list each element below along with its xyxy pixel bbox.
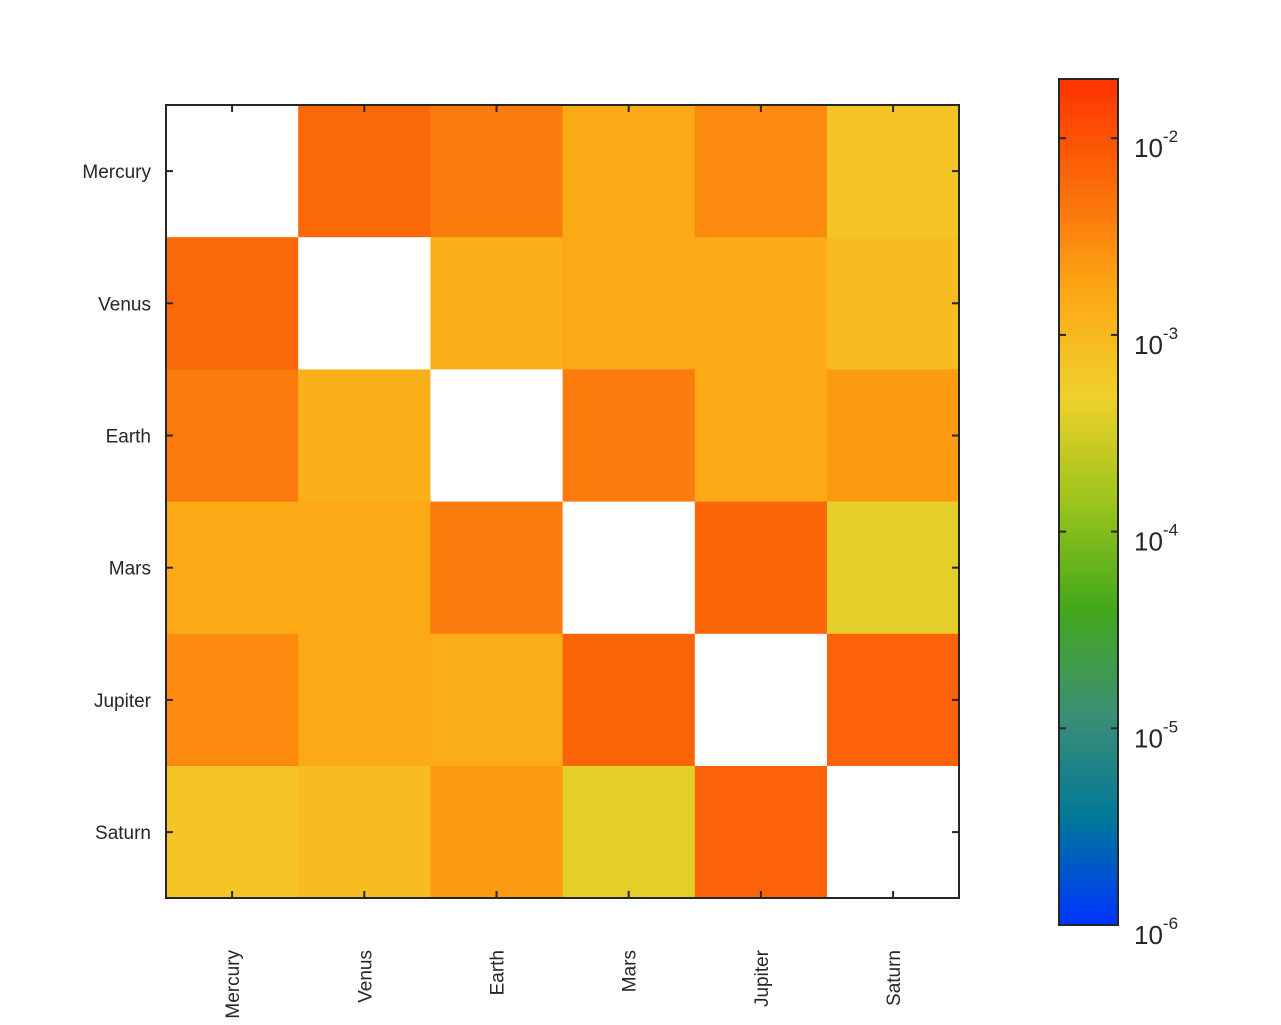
y-tick-label: Jupiter xyxy=(94,691,152,712)
heatmap-cell xyxy=(562,369,696,503)
heatmap-cell xyxy=(166,766,299,899)
heatmap-cell xyxy=(562,633,696,767)
heatmap-cells xyxy=(166,105,960,899)
heatmap-cell xyxy=(562,501,696,635)
heatmap-cell xyxy=(166,369,299,503)
heatmap-cell xyxy=(827,633,960,767)
heatmap-cell xyxy=(298,237,431,370)
heatmap-cell xyxy=(694,501,828,635)
y-tick-label: Venus xyxy=(98,294,151,315)
heatmap-cell xyxy=(166,633,299,767)
heatmap-cell xyxy=(827,237,960,370)
x-tick-label: Jupiter xyxy=(752,949,773,1007)
y-axis: Mercury Venus Earth Mars Jupiter Saturn xyxy=(82,162,959,844)
colorbar-frame xyxy=(1058,78,1119,926)
heatmap-cell xyxy=(430,105,564,238)
colorbar-tick-label: 10-6 xyxy=(1134,914,1178,950)
heatmap-cell xyxy=(694,369,828,503)
heatmap-cell xyxy=(562,105,696,238)
heatmap-cell xyxy=(562,237,696,370)
heatmap-cell xyxy=(430,237,564,370)
heatmap-cell xyxy=(694,237,828,370)
colorbar: 10-2 10-3 10-4 10-5 10-6 xyxy=(1058,78,1178,950)
x-tick-label: Mars xyxy=(620,950,641,992)
plot-frame xyxy=(165,104,960,899)
y-tick-label: Mars xyxy=(109,559,151,580)
heatmap-cell xyxy=(827,501,960,635)
heatmap-cell xyxy=(166,501,299,635)
colorbar-tick-label: 10-4 xyxy=(1134,521,1178,557)
colorbar-tick-label: 10-2 xyxy=(1134,127,1178,163)
heatmap-cell xyxy=(298,766,431,899)
heatmap-cell xyxy=(430,501,564,635)
heatmap-cell xyxy=(694,766,828,899)
heatmap-cell xyxy=(694,633,828,767)
heatmap-cell xyxy=(166,105,299,238)
heatmap-cell xyxy=(430,766,564,899)
heatmap-cell xyxy=(298,369,431,503)
heatmap-cell xyxy=(166,237,299,370)
colorbar-tick-label: 10-3 xyxy=(1134,324,1178,360)
heatmap-cell xyxy=(430,369,564,503)
x-tick-label: Saturn xyxy=(884,950,905,1006)
colorbar-ticks: 10-2 10-3 10-4 10-5 10-6 xyxy=(1059,127,1178,950)
heatmap-cell xyxy=(827,369,960,503)
y-tick-label: Earth xyxy=(106,427,151,448)
y-tick-label: Saturn xyxy=(95,823,151,844)
heatmap-cell xyxy=(298,105,431,238)
colorbar-gradient xyxy=(1059,79,1118,925)
heatmap-cell xyxy=(827,766,960,899)
x-axis: Mercury Venus Earth Mars Jupiter Saturn xyxy=(223,105,905,1019)
x-tick-label: Mercury xyxy=(223,950,244,1019)
x-tick-label: Earth xyxy=(488,950,509,995)
x-tick-label: Venus xyxy=(355,950,376,1003)
heatmap-cell xyxy=(430,633,564,767)
y-tick-label: Mercury xyxy=(82,162,151,183)
heatmap-cell xyxy=(562,766,696,899)
heatmap-cell xyxy=(827,105,960,238)
heatmap-cell xyxy=(298,633,431,767)
heatmap-cell xyxy=(298,501,431,635)
colorbar-tick-label: 10-5 xyxy=(1134,717,1178,753)
heatmap-cell xyxy=(694,105,828,238)
